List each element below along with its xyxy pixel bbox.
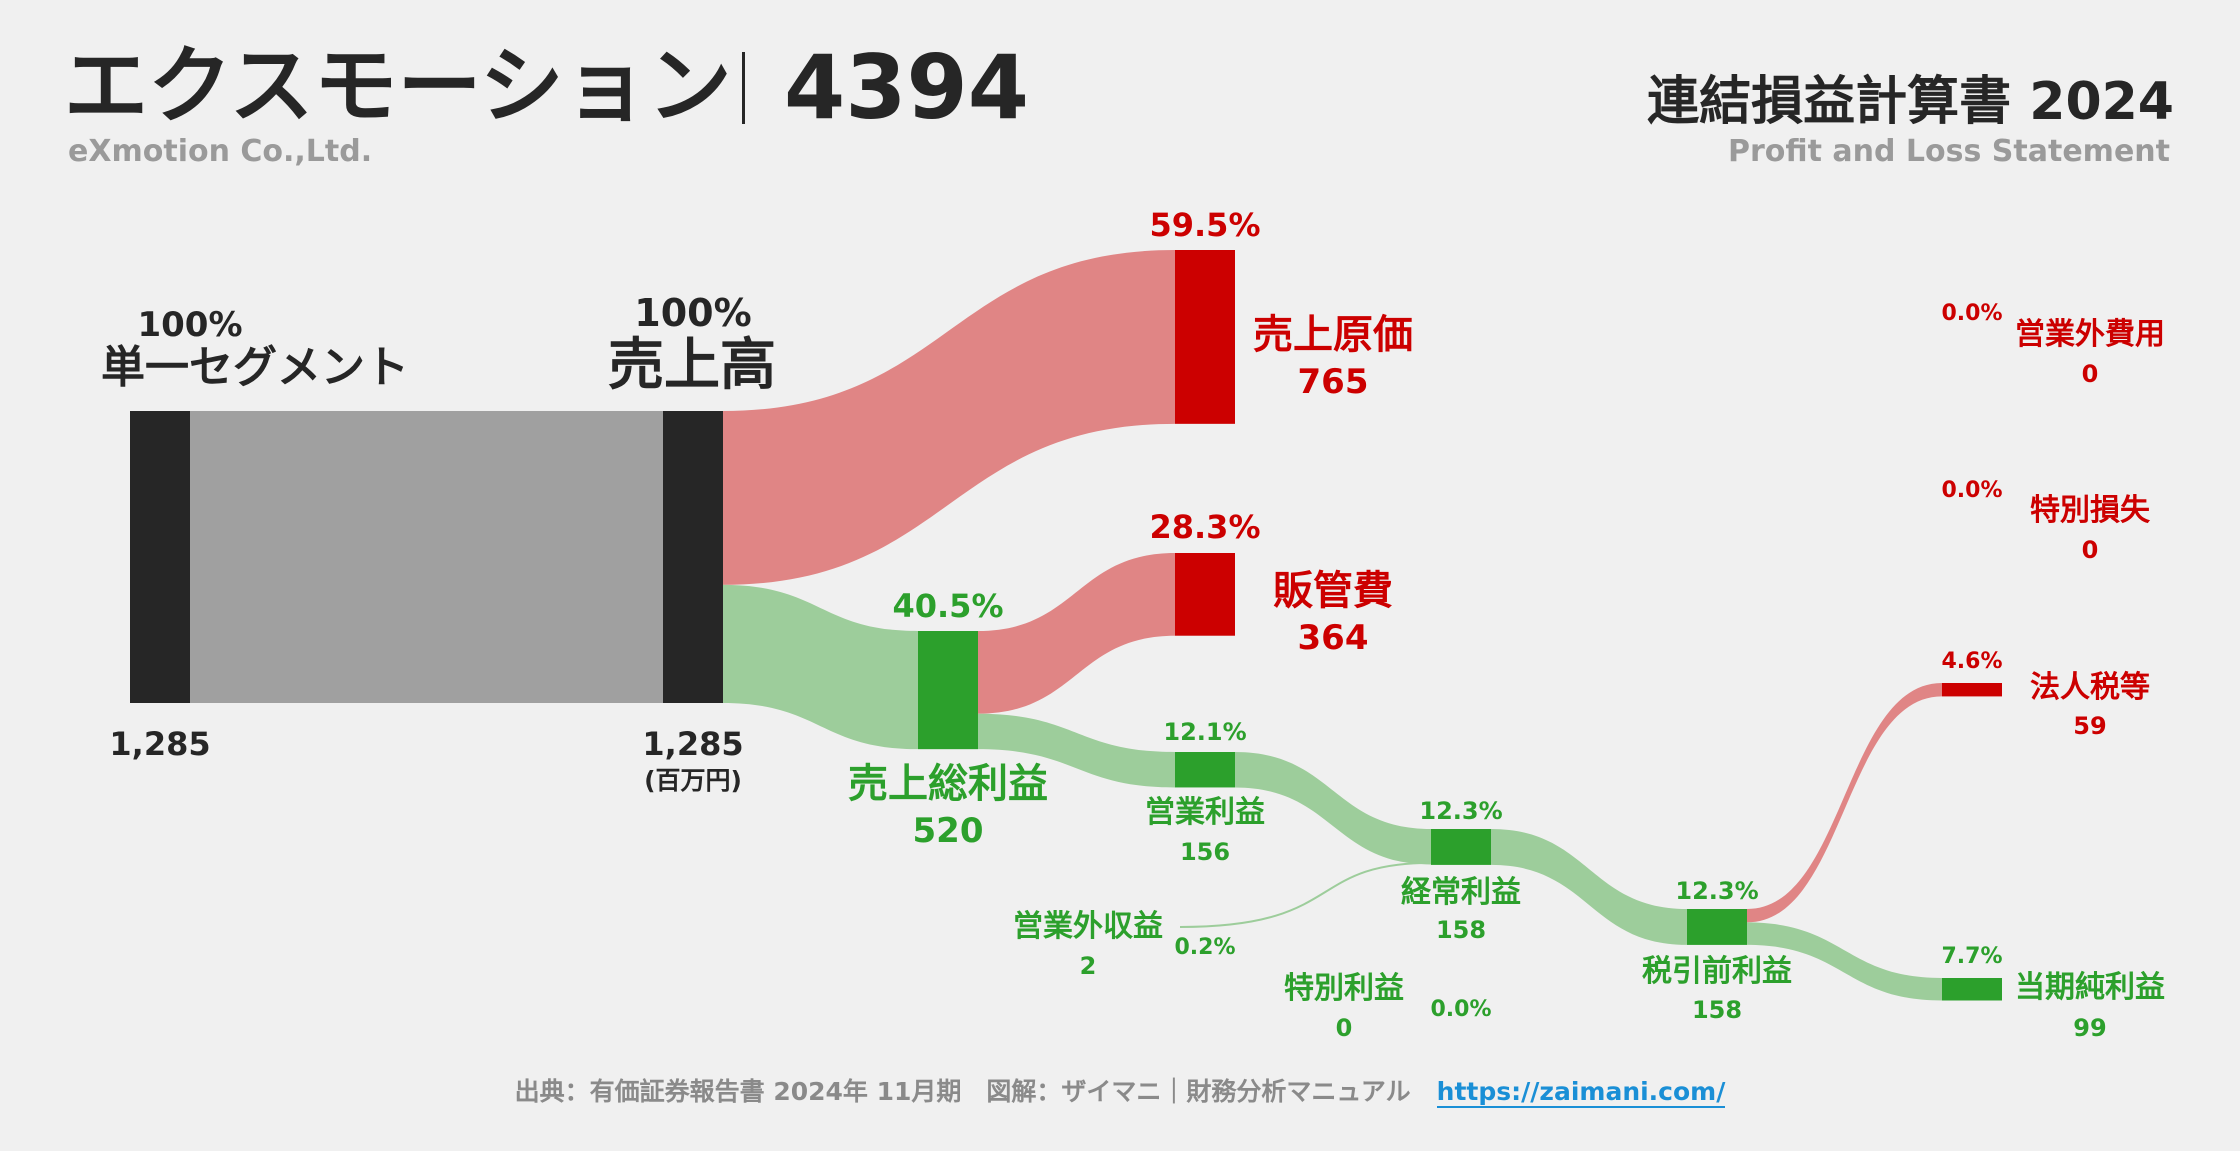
sga-pct: 28.3% xyxy=(1149,508,1261,546)
pretax-pct: 12.3% xyxy=(1675,877,1759,905)
flow-revenue-gross-profit xyxy=(723,584,918,750)
sga-label: 販管費 xyxy=(1273,568,1393,614)
ticker-code: 4394 xyxy=(784,36,1029,139)
node-tax xyxy=(1942,683,2002,697)
non-op-expense-value: 0 xyxy=(2081,360,2099,388)
non-op-income-label: 営業外収益 xyxy=(1013,909,1163,944)
flow-gross-profit-sga xyxy=(978,553,1175,714)
extra-loss-pct: 0.0% xyxy=(1941,478,2003,503)
cogs-pct: 59.5% xyxy=(1149,206,1261,244)
ordinary-label: 経常利益 xyxy=(1401,875,1521,910)
segment-value: 1,285 xyxy=(109,725,211,763)
net-income-label: 当期純利益 xyxy=(2015,970,2165,1005)
flow-pretax-net-income xyxy=(1747,922,1942,1001)
extra-income-value: 0 xyxy=(1335,1014,1353,1042)
node-revenue xyxy=(663,411,723,703)
pretax-label: 税引前利益 xyxy=(1642,954,1792,989)
non-op-income-pct: 0.2% xyxy=(1174,935,1236,960)
revenue-label: 売上高 xyxy=(608,333,776,398)
net-income-value: 99 xyxy=(2073,1014,2107,1042)
statement-title: 連結損益計算書 2024 xyxy=(1647,72,2174,132)
flow-segment-revenue xyxy=(190,411,663,703)
title-divider xyxy=(742,52,745,124)
non-op-income-value: 2 xyxy=(1079,952,1097,980)
operating-pct: 12.1% xyxy=(1163,718,1247,746)
extra-loss-value: 0 xyxy=(2081,536,2099,564)
sga-value: 364 xyxy=(1297,618,1369,658)
node-gross-profit xyxy=(918,631,978,750)
company-name: エクスモーション xyxy=(64,37,732,135)
tax-value: 59 xyxy=(2073,712,2107,740)
source-note: 出典：有価証券報告書 2024年 11月期 図解：ザイマニ｜財務分析マニュアル xyxy=(514,1077,1411,1106)
source-link[interactable]: https://zaimani.com/ xyxy=(1436,1077,1726,1108)
node-cogs xyxy=(1175,250,1235,424)
node-net-income xyxy=(1942,978,2002,1001)
segment-label: 単一セグメント xyxy=(101,342,409,393)
operating-value: 156 xyxy=(1179,838,1231,866)
non-op-expense-label: 営業外費用 xyxy=(2015,317,2165,352)
flow-operating-ordinary xyxy=(1235,752,1431,865)
flow-non-op-income-ordinary xyxy=(1179,861,1432,928)
non-op-expense-pct: 0.0% xyxy=(1941,301,2003,326)
tax-pct: 4.6% xyxy=(1941,649,2003,674)
flow-ordinary-pretax xyxy=(1491,829,1687,945)
node-sga xyxy=(1175,553,1235,636)
extra-loss-label: 特別損失 xyxy=(2030,493,2150,528)
operating-label: 営業利益 xyxy=(1145,795,1265,830)
node-segment xyxy=(130,411,190,703)
pretax-value: 158 xyxy=(1691,996,1743,1024)
node-ordinary xyxy=(1431,829,1491,865)
extra-income-pct: 0.0% xyxy=(1430,997,1492,1022)
node-operating xyxy=(1175,752,1235,788)
statement-subtitle: Profit and Loss Statement xyxy=(1727,134,2170,169)
gross-profit-pct: 40.5% xyxy=(892,587,1004,625)
cogs-label: 売上原価 xyxy=(1253,312,1413,358)
extra-income-label: 特別利益 xyxy=(1284,971,1404,1006)
flow-gross-profit-operating xyxy=(978,713,1175,788)
unit-label: (百万円) xyxy=(644,766,742,795)
node-pretax xyxy=(1687,909,1747,945)
flow-pretax-tax xyxy=(1747,683,1942,923)
segment-pct: 100% xyxy=(137,305,243,345)
footer: 出典：有価証券報告書 2024年 11月期 図解：ザイマニ｜財務分析マニュアル h… xyxy=(0,1072,2240,1108)
gross-profit-label: 売上総利益 xyxy=(848,761,1048,807)
ordinary-value: 158 xyxy=(1435,916,1487,944)
gross-profit-value: 520 xyxy=(912,811,984,851)
tax-label: 法人税等 xyxy=(2030,670,2150,705)
revenue-pct: 100% xyxy=(634,291,752,335)
ordinary-pct: 12.3% xyxy=(1419,797,1503,825)
net-income-pct: 7.7% xyxy=(1941,944,2003,969)
revenue-value: 1,285 xyxy=(642,725,744,763)
flow-revenue-cogs xyxy=(723,250,1175,585)
cogs-value: 765 xyxy=(1297,362,1369,402)
company-name-en: eXmotion Co.,Ltd. xyxy=(68,134,373,169)
